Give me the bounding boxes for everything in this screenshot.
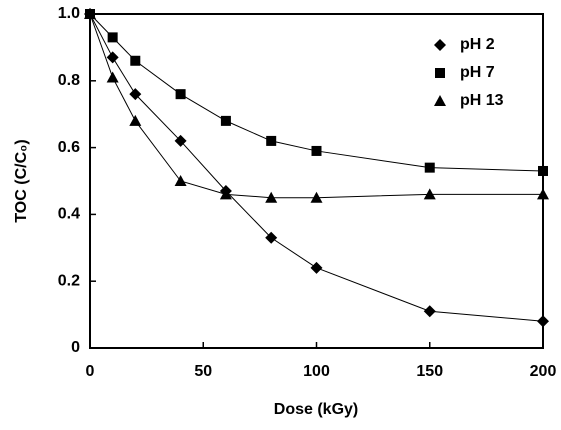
data-point	[311, 145, 322, 156]
data-point	[423, 305, 436, 318]
data-point	[537, 188, 549, 200]
data-point	[537, 315, 549, 328]
data-point	[266, 135, 277, 146]
legend-label: pH 7	[460, 64, 495, 81]
data-point	[220, 115, 231, 126]
data-point	[423, 188, 436, 200]
data-point	[129, 114, 142, 126]
data-point	[129, 88, 142, 101]
legend-label: pH 2	[460, 36, 495, 53]
data-point	[538, 165, 548, 176]
y-tick-label: 0.4	[58, 206, 80, 223]
x-tick-label: 0	[86, 363, 95, 380]
legend-marker	[434, 39, 446, 51]
legend-marker	[435, 68, 445, 78]
x-tick-label: 100	[303, 363, 330, 380]
data-point	[310, 191, 323, 203]
data-point	[310, 261, 323, 274]
y-tick-label: 1.0	[58, 5, 80, 22]
y-tick-label: 0.6	[58, 139, 80, 156]
data-point	[107, 32, 118, 43]
data-point	[265, 191, 278, 203]
x-tick-label: 150	[416, 363, 443, 380]
data-point	[106, 71, 119, 83]
y-tick-label: 0.8	[58, 72, 80, 89]
data-point	[265, 231, 278, 244]
series-line	[89, 13, 544, 322]
data-point	[130, 55, 141, 66]
x-axis-label: Dose (kGy)	[274, 401, 358, 418]
data-point	[174, 134, 187, 147]
data-point	[106, 51, 119, 64]
x-tick-label: 50	[194, 363, 212, 380]
y-tick-label: 0	[71, 339, 80, 356]
x-tick-label: 200	[530, 363, 557, 380]
data-point	[424, 162, 435, 173]
legend-marker	[434, 95, 446, 106]
data-point	[174, 175, 187, 186]
y-axis-label: TOC (C/C₀)	[13, 139, 30, 222]
legend-label: pH 13	[460, 92, 504, 109]
data-point	[219, 188, 232, 200]
data-point	[84, 8, 96, 19]
data-point	[175, 89, 186, 100]
y-tick-label: 0.2	[58, 272, 80, 289]
